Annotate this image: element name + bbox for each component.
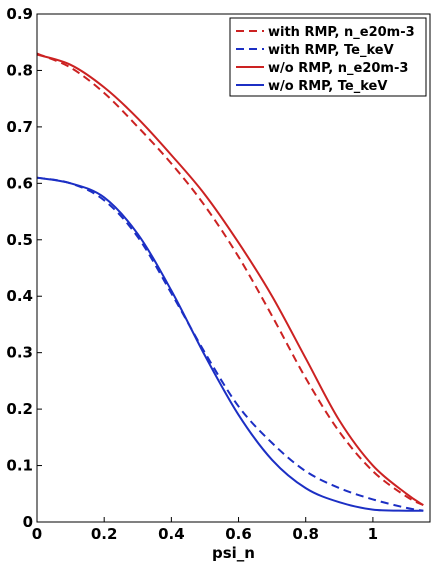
y-tick-label: 0 <box>23 513 33 531</box>
legend-label-2: with RMP, Te_keV <box>268 43 394 58</box>
series-line-2 <box>36 176 424 512</box>
x-tick-label: 0.2 <box>91 525 118 543</box>
series-line-3 <box>36 53 424 506</box>
plot-frame <box>36 13 431 523</box>
plot-area <box>36 52 424 512</box>
series-line-1 <box>36 52 424 507</box>
axes: 0 0.1 0.2 0.3 0.4 0.5 0.6 0.7 0.8 0.9 0 0.2 0.4 0.6 0.… <box>6 5 378 543</box>
x-tick-label: 0.6 <box>225 525 252 543</box>
y-tick-label: 0.1 <box>6 457 33 475</box>
y-tick-label: 0.3 <box>6 344 33 362</box>
legend-label-3: w/o RMP, n_e20m-3 <box>268 61 408 76</box>
legend-label-1: with RMP, n_e20m-3 <box>268 25 415 40</box>
legend-label-4: w/o RMP, Te_keV <box>268 79 387 94</box>
y-tick-label: 0.6 <box>6 174 33 192</box>
y-tick-label: 0.4 <box>6 287 33 305</box>
x-tick-label: 0.8 <box>292 525 319 543</box>
x-axis-title: psi_n <box>212 544 255 562</box>
y-tick-label: 0.9 <box>6 5 33 23</box>
x-tick-label: 1 <box>368 525 378 543</box>
y-tick-label: 0.7 <box>6 118 33 136</box>
y-tick-label: 0.8 <box>6 61 33 79</box>
y-tick-label: 0.2 <box>6 400 33 418</box>
x-tick-label: 0 <box>32 525 42 543</box>
x-tick-label: 0.4 <box>158 525 185 543</box>
y-tick-label: 0.5 <box>6 231 33 249</box>
series-line-4 <box>36 176 424 512</box>
